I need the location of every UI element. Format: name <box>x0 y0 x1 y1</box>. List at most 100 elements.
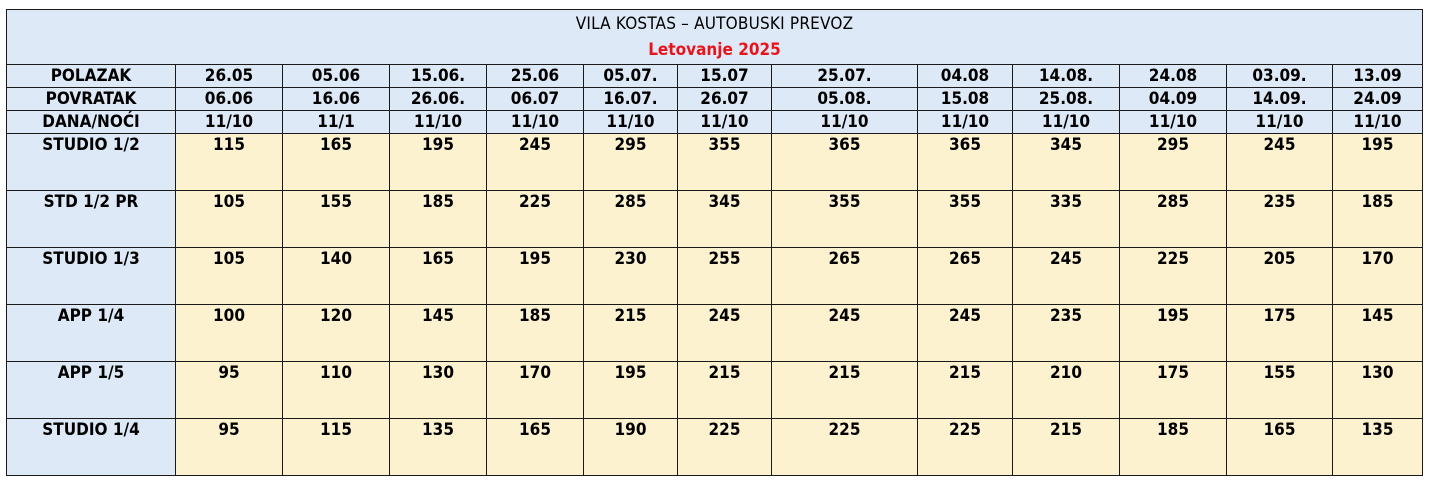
price-value: 205 <box>1263 249 1296 269</box>
price-cell: 355 <box>677 133 772 191</box>
price-cell: 170 <box>486 361 584 419</box>
price-value: 235 <box>1050 306 1082 326</box>
table-subtitle: Letovanje 2025 <box>648 40 781 60</box>
price-cell: 210 <box>1012 361 1120 419</box>
price-value: 195 <box>614 363 647 383</box>
room-type-label: STUDIO 1/2 <box>6 133 176 191</box>
header-row: DANA/NOĆI 11/10 11/1 11/10 11/10 11/10 11/10 11… <box>6 110 1423 134</box>
header-cell: 24.08 <box>1119 64 1227 88</box>
price-cell: 230 <box>583 247 678 305</box>
price-value: 215 <box>614 306 647 326</box>
price-cell: 265 <box>771 247 918 305</box>
price-value: 265 <box>949 249 981 269</box>
table-row: APP 1/4 100 120 145 185 215 245 245 245 235 195 175… <box>6 304 1423 362</box>
price-cell: 335 <box>1012 190 1120 248</box>
header-cell: 11/10 <box>917 110 1013 134</box>
price-cell: 215 <box>771 361 918 419</box>
price-cell: 215 <box>583 304 678 362</box>
price-value: 115 <box>213 135 245 155</box>
price-cell: 185 <box>486 304 584 362</box>
header-cell: 16.07. <box>583 87 678 111</box>
price-cell: 365 <box>771 133 918 191</box>
price-cell: 185 <box>1332 190 1423 248</box>
price-cell: 170 <box>1332 247 1423 305</box>
price-cell: 165 <box>486 418 584 476</box>
price-value: 255 <box>708 249 741 269</box>
table-row: STD 1/2 PR 105 155 185 225 285 345 355 355 335 285… <box>6 190 1423 248</box>
price-value: 225 <box>1157 249 1189 269</box>
header-row-label: DANA/NOĆI <box>6 110 176 134</box>
price-cell: 135 <box>1332 418 1423 476</box>
price-cell: 225 <box>917 418 1013 476</box>
price-value: 225 <box>828 420 861 440</box>
price-cell: 245 <box>771 304 918 362</box>
header-cell: 15.06. <box>389 64 487 88</box>
price-value: 100 <box>213 306 245 326</box>
header-cell: 13.09 <box>1332 64 1423 88</box>
price-cell: 175 <box>1226 304 1333 362</box>
price-table: VILA KOSTAS – AUTOBUSKI PREVOZ Letovanje… <box>6 9 1423 476</box>
price-cell: 165 <box>1226 418 1333 476</box>
price-value: 145 <box>422 306 454 326</box>
price-cell: 235 <box>1012 304 1120 362</box>
price-value: 345 <box>1050 135 1082 155</box>
header-cell: 11/10 <box>677 110 772 134</box>
room-type-text: APP 1/5 <box>57 363 125 383</box>
price-value: 185 <box>1361 192 1394 212</box>
price-value: 110 <box>320 363 352 383</box>
header-cell: 15.07 <box>677 64 772 88</box>
price-cell: 355 <box>771 190 918 248</box>
header-cell: 26.07 <box>677 87 772 111</box>
room-type-label: STD 1/2 PR <box>6 190 176 248</box>
price-value: 185 <box>519 306 551 326</box>
price-value: 185 <box>1157 420 1189 440</box>
header-cell: 05.06 <box>282 64 390 88</box>
price-cell: 345 <box>1012 133 1120 191</box>
price-value: 135 <box>1361 420 1394 440</box>
price-cell: 185 <box>389 190 487 248</box>
header-cell: 11/10 <box>1012 110 1120 134</box>
price-cell: 295 <box>583 133 678 191</box>
price-cell: 145 <box>389 304 487 362</box>
price-list: VILA KOSTAS – AUTOBUSKI PREVOZ Letovanje… <box>6 9 1423 476</box>
price-cell: 225 <box>1119 247 1227 305</box>
room-type-text: APP 1/4 <box>57 306 125 326</box>
price-value: 245 <box>1050 249 1082 269</box>
price-value: 355 <box>949 192 981 212</box>
header-cell: 06.07 <box>486 87 584 111</box>
header-cell: 14.09. <box>1226 87 1333 111</box>
price-cell: 225 <box>486 190 584 248</box>
price-value: 295 <box>614 135 647 155</box>
price-cell: 195 <box>583 361 678 419</box>
price-cell: 195 <box>389 133 487 191</box>
table-row: APP 1/5 95 110 130 170 195 215 215 215 210 175 155 1… <box>6 361 1423 419</box>
price-value: 285 <box>1157 192 1189 212</box>
price-cell: 115 <box>282 418 390 476</box>
price-value: 195 <box>519 249 551 269</box>
price-cell: 225 <box>771 418 918 476</box>
header-cell: 25.07. <box>771 64 918 88</box>
header-cell: 24.09 <box>1332 87 1423 111</box>
price-value: 215 <box>828 363 861 383</box>
price-value: 120 <box>320 306 352 326</box>
price-value: 165 <box>320 135 352 155</box>
header-cell: 26.05 <box>175 64 283 88</box>
header-cell: 05.08. <box>771 87 918 111</box>
header-cell: 11/10 <box>1119 110 1227 134</box>
price-value: 235 <box>1263 192 1296 212</box>
price-value: 190 <box>614 420 647 440</box>
price-value: 105 <box>213 192 245 212</box>
room-type-text: STUDIO 1/4 <box>42 420 140 440</box>
table-row: STUDIO 1/3 105 140 165 195 230 255 265 265 245 225… <box>6 247 1423 305</box>
price-value: 95 <box>218 363 240 383</box>
price-cell: 110 <box>282 361 390 419</box>
price-cell: 245 <box>486 133 584 191</box>
price-value: 285 <box>614 192 647 212</box>
price-cell: 115 <box>175 133 283 191</box>
header-cell: 14.08. <box>1012 64 1120 88</box>
price-value: 225 <box>519 192 551 212</box>
room-type-label: APP 1/5 <box>6 361 176 419</box>
price-cell: 105 <box>175 190 283 248</box>
header-cell: 11/10 <box>583 110 678 134</box>
price-value: 365 <box>949 135 981 155</box>
